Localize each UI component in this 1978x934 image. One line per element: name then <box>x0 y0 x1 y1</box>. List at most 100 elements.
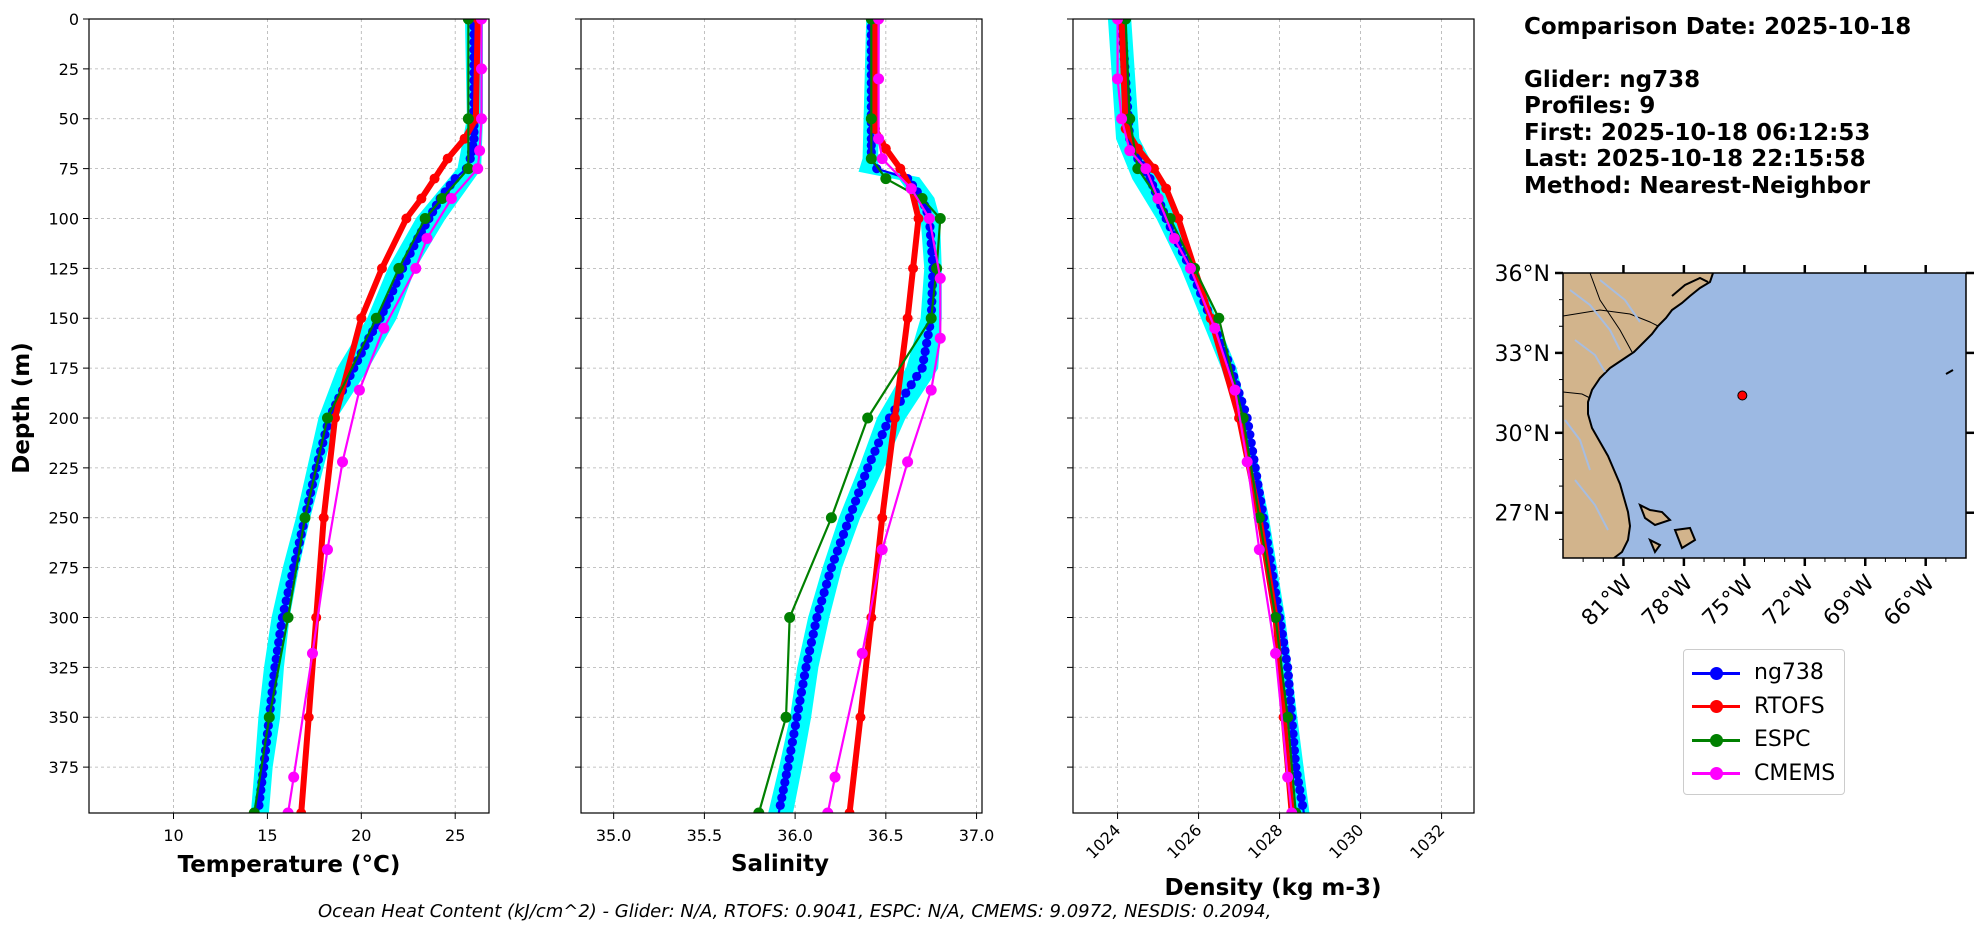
point-cmems <box>353 384 365 396</box>
point-espc <box>321 412 333 424</box>
point-ng738 <box>1289 745 1300 756</box>
point-ng738 <box>796 687 807 697</box>
point-ng738 <box>847 504 858 515</box>
x-tick-label: 35.5 <box>687 826 723 845</box>
point-ng738 <box>798 679 808 689</box>
point-rtofs <box>1149 163 1160 174</box>
legend: ng738 RTOFS ESPC CMEMS <box>1683 649 1845 795</box>
point-ng738 <box>826 563 836 573</box>
axes-frame <box>580 18 983 814</box>
point-cmems <box>1112 73 1124 85</box>
density-x-label: Density (kg m-3) <box>1165 875 1382 901</box>
point-espc <box>462 19 474 25</box>
point-ng738 <box>1283 662 1293 672</box>
point-cmems <box>445 193 457 205</box>
comparison-date: Comparison Date: 2025-10-18 <box>1524 14 1912 40</box>
point-ng738 <box>465 154 475 164</box>
point-ng738 <box>1281 654 1291 664</box>
point-cmems <box>1152 193 1164 205</box>
point-ng738 <box>799 671 810 681</box>
point-ng738 <box>1285 696 1295 706</box>
x-tick-label: 1030 <box>1325 820 1367 862</box>
point-ng738 <box>927 255 938 265</box>
point-espc <box>393 262 405 274</box>
point-cmems <box>1282 771 1294 783</box>
y-tick-label: 225 <box>48 459 79 478</box>
y-tick-label: 50 <box>59 110 79 129</box>
x-tick-label: 20 <box>351 826 371 845</box>
point-cmems <box>337 456 349 468</box>
point-ng738 <box>793 704 804 714</box>
point-ng738 <box>919 355 929 365</box>
point-ng738 <box>850 496 861 506</box>
point-espc <box>436 193 448 205</box>
point-cmems <box>873 19 885 25</box>
point-cmems <box>306 647 318 659</box>
map-lon-label: 75°W <box>1698 570 1759 631</box>
point-cmems <box>288 771 300 783</box>
x-tick-label: 10 <box>163 826 183 845</box>
series-line-espc <box>253 19 470 813</box>
series-line-cmems <box>286 19 483 813</box>
point-cmems <box>873 133 885 145</box>
point-ng738 <box>271 654 281 664</box>
point-ng738 <box>857 479 867 490</box>
point-ng738 <box>275 629 285 639</box>
point-ng738 <box>1296 793 1306 803</box>
point-ng738 <box>863 463 873 473</box>
point-ng738 <box>786 745 796 756</box>
point-ng738 <box>792 712 802 722</box>
temperature-x-label: Temperature (°C) <box>178 852 401 878</box>
point-ng738 <box>1285 687 1295 697</box>
point-rtofs <box>913 213 924 224</box>
point-espc <box>753 807 765 813</box>
point-rtofs <box>429 173 440 184</box>
point-cmems <box>282 807 294 813</box>
point-ng738 <box>1283 671 1293 681</box>
point-ng738 <box>860 471 870 481</box>
point-ng738 <box>841 521 852 531</box>
point-ng738 <box>923 330 933 340</box>
point-espc <box>925 312 937 324</box>
point-cmems <box>923 212 935 224</box>
point-cmems <box>1286 807 1298 813</box>
map-pamlico-sound <box>1671 276 1709 297</box>
map-lon-label: 66°W <box>1879 570 1940 631</box>
map-lat-label: 30°N <box>1495 422 1550 447</box>
point-cmems <box>902 456 914 468</box>
point-ng738 <box>832 546 843 556</box>
point-ng738 <box>784 754 794 764</box>
profile-count: Profiles: 9 <box>1524 93 1656 119</box>
point-cmems <box>934 332 946 344</box>
point-espc <box>1124 113 1136 125</box>
point-rtofs <box>877 512 888 523</box>
point-cmems <box>876 544 888 556</box>
y-tick-label: 150 <box>48 309 79 328</box>
series-line-ng738 <box>256 19 476 813</box>
legend-label: RTOFS <box>1754 693 1825 719</box>
point-cmems <box>934 272 946 284</box>
point-cmems <box>421 232 433 244</box>
point-ng738 <box>877 430 887 440</box>
point-ng738 <box>808 629 818 639</box>
point-espc <box>934 212 946 224</box>
point-ng738 <box>810 621 820 631</box>
x-tick-label: 1028 <box>1244 820 1286 862</box>
point-ng738 <box>780 777 790 788</box>
point-cmems <box>1241 456 1253 468</box>
legend-label: CMEMS <box>1754 760 1836 786</box>
x-tick-label: 1026 <box>1163 820 1205 862</box>
point-cmems <box>1229 384 1241 396</box>
point-cmems <box>475 113 487 125</box>
point-cmems <box>856 647 868 659</box>
point-ng738 <box>1247 446 1258 456</box>
point-espc <box>299 512 311 524</box>
map-state-border <box>1563 309 1659 327</box>
point-ng738 <box>806 637 817 648</box>
point-cmems <box>1116 113 1128 125</box>
x-tick-label: 25 <box>445 826 465 845</box>
point-rtofs <box>401 213 412 224</box>
legend-marker <box>1710 767 1723 781</box>
point-ng738 <box>1246 438 1256 448</box>
